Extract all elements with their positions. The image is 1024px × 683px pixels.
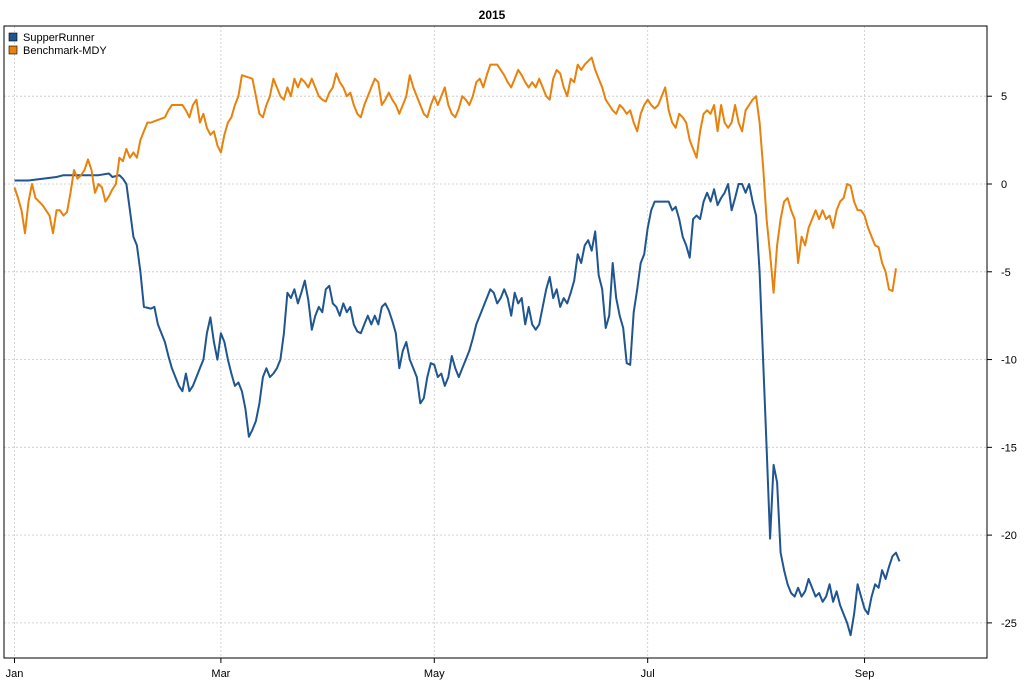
legend-swatch-supperrunner <box>8 32 18 42</box>
x-tick-label: Jan <box>6 668 24 680</box>
y-tick-label: -20 <box>1001 530 1017 542</box>
y-tick-label: 0 <box>1001 179 1007 191</box>
grid <box>4 26 987 658</box>
y-tick-label: -25 <box>1001 618 1017 630</box>
x-tick-label: Sep <box>855 668 875 680</box>
y-tick-label: -15 <box>1001 442 1017 454</box>
x-tick-label: Mar <box>211 668 230 680</box>
chart-title: 2015 <box>479 8 506 22</box>
series-lines <box>13 56 901 637</box>
y-tick-label: -10 <box>1001 355 1017 367</box>
x-tick-label: May <box>424 668 445 680</box>
axes: 5 0 -5 -10 -15 -20 -25 Jan Mar May Jul Sep <box>6 91 1017 680</box>
legend-swatch-benchmark-mdy <box>8 45 18 55</box>
legend: SupperRunner Benchmark-MDY <box>8 32 107 57</box>
y-tick-label: -5 <box>1001 267 1011 279</box>
series-line-benchmark-mdy <box>13 56 897 294</box>
series-line-supperrunner <box>14 172 901 637</box>
x-tick-label: Jul <box>641 668 655 680</box>
legend-label-benchmark-mdy: Benchmark-MDY <box>23 45 107 57</box>
legend-label-supperrunner: SupperRunner <box>23 32 95 44</box>
y-tick-label: 5 <box>1001 91 1007 103</box>
plot-frame <box>3 25 988 659</box>
